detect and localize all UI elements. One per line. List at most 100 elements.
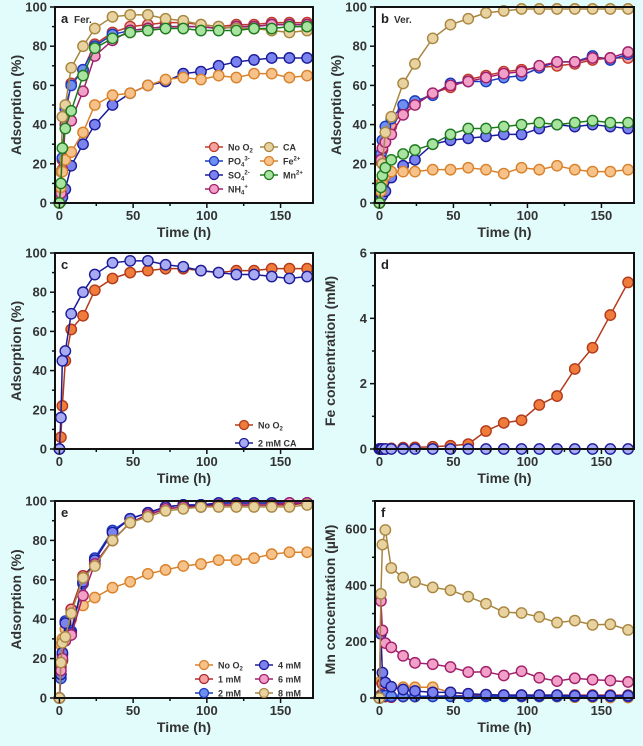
data-point [515, 118, 528, 131]
data-point [230, 501, 243, 513]
y-tick-label: 20 [33, 156, 47, 171]
data-point [444, 128, 457, 141]
data-point [409, 57, 421, 70]
y-tick-label: 0 [360, 442, 367, 457]
data-point [65, 104, 78, 117]
data-point [141, 8, 154, 21]
data-point [622, 676, 634, 688]
y-tick-label: 80 [33, 39, 47, 54]
legend-item: No O2 [235, 419, 284, 433]
data-point [604, 165, 617, 178]
legend-label: No O2 [258, 421, 284, 433]
data-point [56, 354, 69, 367]
y-tick-label: 60 [33, 324, 47, 339]
data-point [230, 268, 243, 281]
data-point [59, 345, 72, 357]
data-point [568, 672, 581, 685]
y-tick-label: 60 [353, 78, 367, 93]
data-point [426, 658, 439, 671]
data-point [54, 177, 67, 190]
panel-label: f [381, 505, 386, 520]
data-point [56, 399, 69, 412]
data-point [604, 309, 617, 321]
y-tick-label: 200 [345, 634, 367, 649]
x-tick-label: 0 [376, 454, 383, 469]
x-tick-label: 0 [376, 208, 383, 223]
data-point [265, 22, 278, 35]
data-point [568, 116, 581, 129]
legend-marker [208, 169, 220, 181]
legend-item: 4 mM [255, 659, 301, 671]
data-point [551, 675, 563, 688]
data-point [397, 165, 410, 178]
data-point [497, 120, 510, 133]
y-tick-label: 4 [360, 311, 368, 326]
x-tick-label: 100 [517, 208, 539, 223]
data-point [283, 546, 296, 559]
data-point [248, 67, 260, 80]
series-8-mm [53, 499, 314, 704]
data-point [159, 564, 172, 576]
data-point [56, 165, 69, 178]
y-axis-title: Mn concentration (µM) [322, 525, 338, 675]
x-tick-label: 0 [56, 703, 63, 718]
x-tick-label: 150 [591, 208, 613, 223]
data-point [177, 22, 190, 35]
data-point [586, 165, 599, 178]
data-point [283, 262, 296, 275]
data-point [551, 390, 563, 402]
data-point [77, 286, 89, 299]
data-point [497, 606, 510, 619]
data-point [77, 126, 89, 139]
data-point [159, 258, 172, 271]
series-mn- [373, 114, 634, 209]
data-point [248, 552, 260, 565]
data-point [283, 52, 296, 64]
legend-label: 2 mM CA [258, 439, 297, 449]
data-point [444, 584, 457, 597]
data-point [515, 65, 528, 78]
data-point [141, 24, 154, 37]
data-point [497, 669, 510, 682]
data-point [622, 623, 634, 636]
legend-marker [258, 659, 270, 671]
data-point [65, 307, 78, 320]
data-point [283, 272, 296, 285]
data-point [283, 501, 296, 513]
data-point [462, 12, 475, 25]
data-point [426, 163, 439, 176]
data-point [212, 69, 225, 82]
data-point [159, 504, 172, 517]
data-point [480, 122, 492, 135]
y-tick-label: 80 [353, 39, 367, 54]
data-point [65, 61, 78, 74]
data-point [444, 79, 457, 92]
plot-frame [374, 500, 635, 699]
data-point [230, 554, 243, 566]
data-point [604, 52, 617, 64]
data-point [212, 501, 225, 513]
data-point [551, 55, 563, 68]
data-point [622, 163, 634, 176]
data-point [124, 26, 137, 39]
data-point [195, 264, 207, 277]
y-tick-label: 0 [40, 442, 47, 457]
data-point [462, 590, 475, 603]
x-tick-label: 100 [517, 703, 539, 718]
data-point [409, 153, 421, 166]
x-tick-label: 50 [446, 454, 460, 469]
x-tick-label: 100 [196, 208, 218, 223]
data-point [177, 502, 190, 515]
x-tick-label: 150 [270, 703, 292, 718]
data-point [159, 73, 172, 86]
data-point [480, 163, 492, 176]
data-point [409, 685, 421, 697]
data-point [230, 55, 243, 68]
legend-item: No O2 [205, 141, 254, 155]
data-point [88, 22, 101, 35]
legend-item: 8 mM [255, 687, 301, 699]
data-point [568, 3, 581, 15]
data-point [124, 8, 137, 21]
